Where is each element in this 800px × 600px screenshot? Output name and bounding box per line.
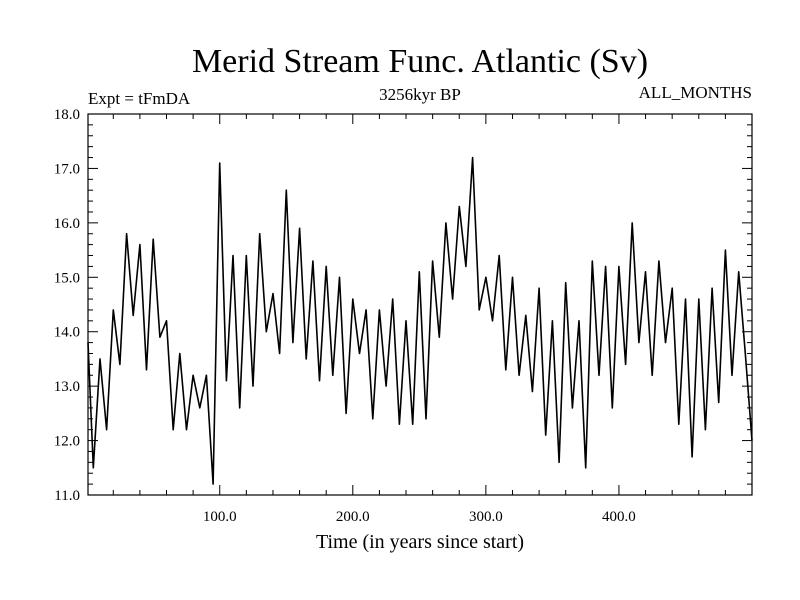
series-line — [87, 156, 753, 485]
plot-frame — [87, 113, 753, 496]
chart-title: Merid Stream Func. Atlantic (Sv) — [192, 43, 648, 80]
x-tick-label: 300.0 — [469, 509, 503, 525]
months-label: ALL_MONTHS — [639, 83, 752, 102]
y-tick-label: 15.0 — [54, 270, 80, 286]
experiment-label: Expt = tFmDA — [88, 89, 191, 108]
y-tick-label: 13.0 — [54, 379, 80, 395]
period-label: 3256kyr BP — [379, 85, 461, 104]
x-tick-label: 400.0 — [602, 509, 636, 525]
y-tick-label: 12.0 — [54, 434, 80, 450]
x-axis-label: Time (in years since start) — [316, 531, 524, 553]
x-tick-label: 100.0 — [203, 509, 237, 525]
y-tick-label: 17.0 — [54, 161, 80, 177]
x-tick-label: 200.0 — [336, 509, 370, 525]
y-tick-label: 14.0 — [54, 325, 80, 341]
y-tick-label: 11.0 — [54, 488, 80, 504]
y-tick-label: 16.0 — [54, 216, 80, 232]
y-tick-label: 18.0 — [54, 107, 80, 123]
